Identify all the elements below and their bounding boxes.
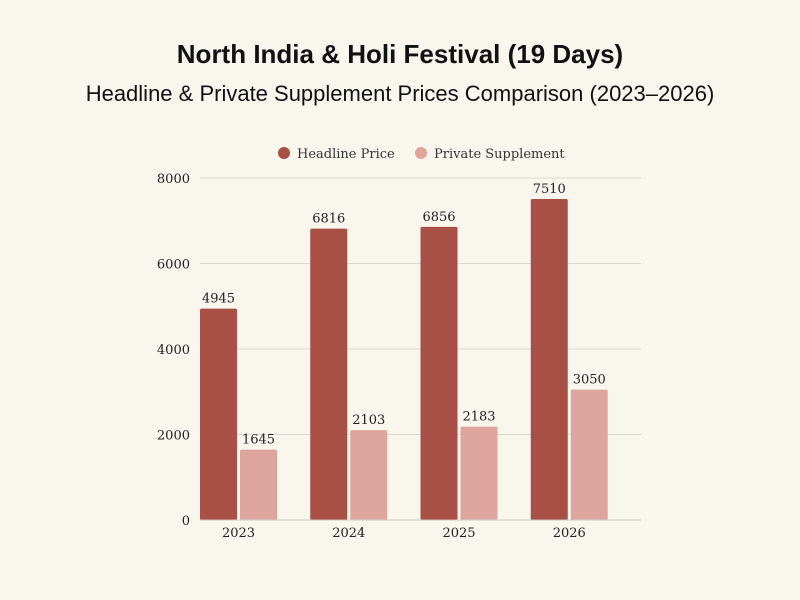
x-tick-label: 2025 xyxy=(442,526,475,541)
chart-subtitle: Headline & Private Supplement Prices Com… xyxy=(86,81,715,106)
y-tick-label: 0 xyxy=(182,514,190,529)
bar-private-supplement-2025 xyxy=(460,426,498,520)
x-axis: 2023 2024 2025 2026 xyxy=(200,519,641,541)
y-tick-label: 4000 xyxy=(157,343,190,358)
bar-headline-price-2023 xyxy=(200,308,237,520)
data-label: 2183 xyxy=(462,410,495,425)
y-axis: 0 2000 4000 6000 8000 xyxy=(157,172,190,529)
y-tick-label: 6000 xyxy=(157,258,190,273)
legend-label: Private Supplement xyxy=(434,147,565,162)
x-tick-label: 2023 xyxy=(222,526,255,541)
y-tick-label: 8000 xyxy=(157,172,190,187)
legend-swatch xyxy=(415,147,427,159)
bar-private-supplement-2023 xyxy=(240,449,277,520)
legend-swatch xyxy=(278,147,290,159)
bar-headline-price-2025 xyxy=(420,226,458,520)
chart-title: North India & Holi Festival (19 Days) xyxy=(177,39,623,69)
data-label: 4945 xyxy=(202,292,235,307)
bar-headline-price-2024 xyxy=(310,228,348,520)
data-label: 7510 xyxy=(533,182,566,197)
data-label: 1645 xyxy=(242,433,275,448)
x-tick-label: 2026 xyxy=(553,526,586,541)
legend: Headline Price Private Supplement xyxy=(278,147,565,162)
bar-headline-price-2026 xyxy=(530,198,568,520)
x-tick-label: 2024 xyxy=(332,526,365,541)
y-tick-label: 2000 xyxy=(157,429,190,444)
data-label: 3050 xyxy=(573,373,606,388)
legend-label: Headline Price xyxy=(297,147,395,162)
bar-private-supplement-2024 xyxy=(350,430,388,520)
bar-private-supplement-2026 xyxy=(570,389,608,520)
data-label: 2103 xyxy=(352,413,385,428)
data-label: 6816 xyxy=(312,212,345,227)
data-label: 6856 xyxy=(422,210,455,225)
bars: 4945 1645 6816 2103 6856 2183 7510 3050 xyxy=(200,182,608,520)
